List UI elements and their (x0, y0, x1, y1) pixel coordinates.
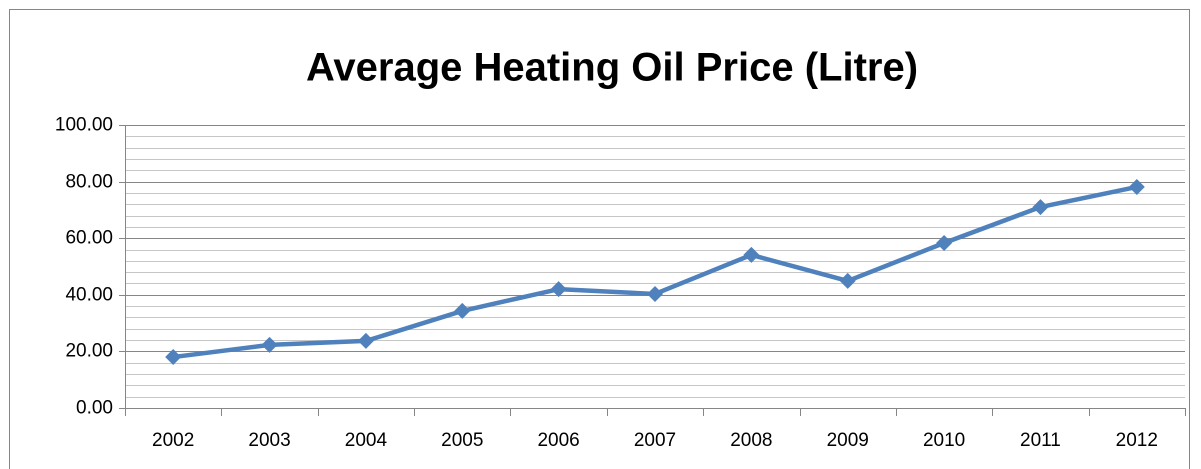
y-tick-label: 80.00 (65, 172, 113, 193)
y-tick-label: 60.00 (65, 228, 113, 249)
x-tick-label: 2008 (730, 430, 772, 451)
y-tick-label: 100.00 (55, 115, 113, 136)
x-tick-label: 2006 (537, 430, 579, 451)
chart-title: Average Heating Oil Price (Litre) (306, 46, 918, 90)
data-point (357, 332, 374, 349)
data-point (550, 281, 567, 298)
data-point (1032, 199, 1049, 216)
x-tick-label: 2004 (345, 430, 388, 451)
x-tick-label: 2010 (923, 430, 965, 451)
data-point (1128, 178, 1145, 195)
x-tick-label: 2002 (152, 430, 194, 451)
data-point (261, 336, 278, 353)
data-point (743, 246, 760, 263)
data-point (936, 235, 953, 252)
data-point (165, 349, 182, 366)
x-tick-label: 2003 (248, 430, 290, 451)
x-tick-label: 2009 (827, 430, 869, 451)
y-tick-label: 40.00 (65, 285, 113, 306)
x-tick-label: 2007 (634, 430, 676, 451)
data-point (647, 285, 663, 302)
x-tick-label: 2012 (1116, 430, 1158, 451)
data-point (454, 302, 471, 319)
x-tick-label: 2005 (441, 430, 483, 451)
y-tick-label: 20.00 (65, 341, 113, 362)
x-tick-label: 2011 (1020, 430, 1061, 451)
y-tick-label: 0.00 (76, 398, 113, 419)
chart-border (9, 9, 1190, 469)
data-point (839, 272, 856, 289)
